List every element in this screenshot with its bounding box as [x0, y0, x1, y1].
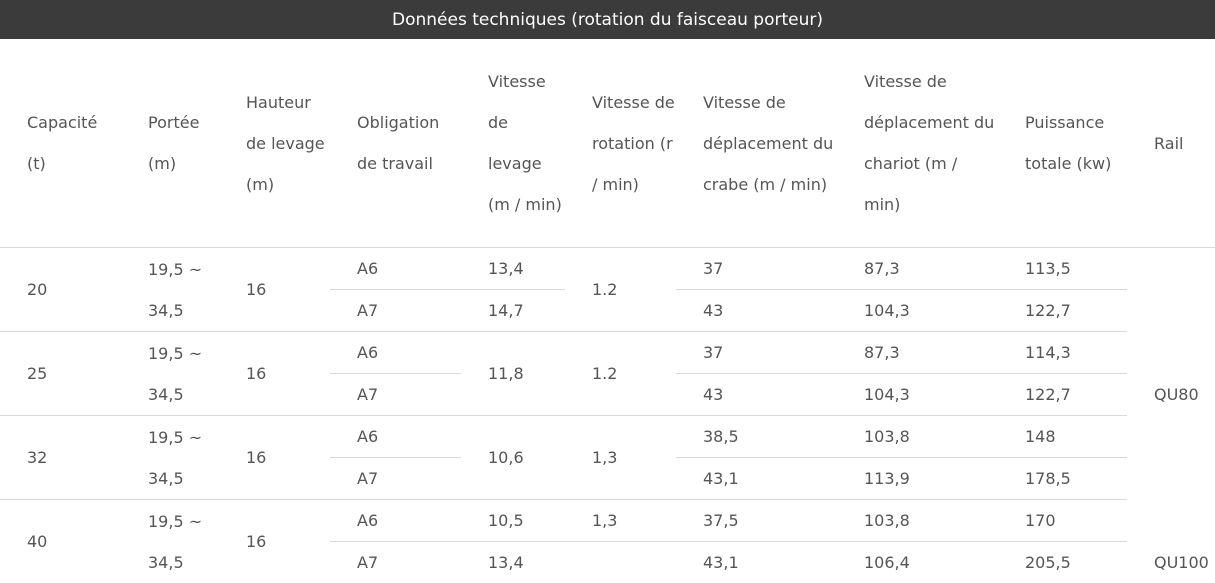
header-obligation: Obligation de travail: [330, 39, 461, 248]
header-rail: Rail: [1127, 39, 1215, 248]
cell-vitesse-chariot: 103,8: [837, 416, 998, 458]
spec-table: Capacité (t) Portée (m) Hauteur de levag…: [0, 39, 1215, 583]
cell-portee: 19,5 ~ 34,5: [121, 500, 219, 583]
cell-vitesse-chariot: 113,9: [837, 458, 998, 500]
cell-vitesse-crabe: 38,5: [676, 416, 837, 458]
cell-puissance: 205,5: [998, 542, 1127, 583]
cell-vitesse-chariot: 104,3: [837, 374, 998, 416]
cell-obligation: A7: [330, 290, 461, 332]
cell-obligation: A7: [330, 542, 461, 583]
cell-portee: 19,5 ~ 34,5: [121, 416, 219, 500]
cell-obligation: A6: [330, 332, 461, 374]
header-hauteur: Hauteur de levage (m): [219, 39, 330, 248]
cell-puissance: 170: [998, 500, 1127, 542]
cell-vitesse-chariot: 104,3: [837, 290, 998, 332]
cell-vitesse-levage: 10,6: [461, 416, 565, 500]
cell-puissance: 122,7: [998, 374, 1127, 416]
header-vitesse-levage: Vitesse de levage (m / min): [461, 39, 565, 248]
cell-capacite: 32: [0, 416, 121, 500]
cell-puissance: 113,5: [998, 248, 1127, 290]
table-row: 20 19,5 ~ 34,5 16 A6 13,4 1.2 37 87,3 11…: [0, 248, 1215, 290]
cell-vitesse-chariot: 87,3: [837, 332, 998, 374]
cell-vitesse-levage: 10,5: [461, 500, 565, 542]
cell-puissance: 148: [998, 416, 1127, 458]
cell-vitesse-chariot: 87,3: [837, 248, 998, 290]
cell-vitesse-crabe: 37: [676, 248, 837, 290]
cell-obligation: A6: [330, 416, 461, 458]
cell-hauteur: 16: [219, 416, 330, 500]
header-vitesse-chariot: Vitesse de déplacement du chariot (m / m…: [837, 39, 998, 248]
cell-obligation: A6: [330, 500, 461, 542]
table-caption: Données techniques (rotation du faisceau…: [0, 0, 1215, 39]
cell-obligation: A7: [330, 374, 461, 416]
cell-vitesse-rotation: 1.2: [565, 248, 676, 332]
header-portee: Portée (m): [121, 39, 219, 248]
header-vitesse-crabe: Vitesse de déplacement du crabe (m / min…: [676, 39, 837, 248]
cell-vitesse-rotation: 1,3: [565, 416, 676, 500]
table-row: 40 19,5 ~ 34,5 16 A6 10,5 1,3 37,5 103,8…: [0, 500, 1215, 542]
header-puissance: Puissance totale (kw): [998, 39, 1127, 248]
cell-puissance: 122,7: [998, 290, 1127, 332]
cell-capacite: 40: [0, 500, 121, 583]
header-capacite: Capacité (t): [0, 39, 121, 248]
cell-vitesse-levage: 13,4: [461, 248, 565, 290]
cell-vitesse-crabe: 43: [676, 290, 837, 332]
table-row: 25 19,5 ~ 34,5 16 A6 11,8 1.2 37 87,3 11…: [0, 332, 1215, 374]
cell-rail-qu100: QU100: [1127, 542, 1215, 583]
cell-obligation: A6: [330, 248, 461, 290]
header-row: Capacité (t) Portée (m) Hauteur de levag…: [0, 39, 1215, 248]
cell-vitesse-rotation: 1.2: [565, 332, 676, 416]
cell-vitesse-crabe: 43,1: [676, 458, 837, 500]
cell-vitesse-crabe: 43,1: [676, 542, 837, 583]
cell-obligation: A7: [330, 458, 461, 500]
cell-vitesse-rotation: 1,3: [565, 500, 676, 542]
cell-vitesse-levage: 14,7: [461, 290, 565, 332]
cell-portee: 19,5 ~ 34,5: [121, 248, 219, 332]
cell-hauteur: 16: [219, 500, 330, 583]
cell-capacite: 25: [0, 332, 121, 416]
cell-hauteur: 16: [219, 248, 330, 332]
table-row: 32 19,5 ~ 34,5 16 A6 10,6 1,3 38,5 103,8…: [0, 416, 1215, 458]
cell-portee: 19,5 ~ 34,5: [121, 332, 219, 416]
cell-vitesse-levage: 13,4: [461, 542, 565, 583]
cell-vitesse-chariot: 103,8: [837, 500, 998, 542]
cell-vitesse-chariot: 106,4: [837, 542, 998, 583]
cell-vitesse-crabe: 37: [676, 332, 837, 374]
cell-hauteur: 16: [219, 332, 330, 416]
cell-puissance: 178,5: [998, 458, 1127, 500]
cell-vitesse-crabe: 43: [676, 374, 837, 416]
header-vitesse-rotation: Vitesse de rotation (r / min): [565, 39, 676, 248]
cell-vitesse-crabe: 37,5: [676, 500, 837, 542]
cell-capacite: 20: [0, 248, 121, 332]
cell-puissance: 114,3: [998, 332, 1127, 374]
cell-rail-qu80: QU80: [1127, 248, 1215, 542]
cell-vitesse-rotation: [565, 542, 676, 583]
cell-vitesse-levage: 11,8: [461, 332, 565, 416]
